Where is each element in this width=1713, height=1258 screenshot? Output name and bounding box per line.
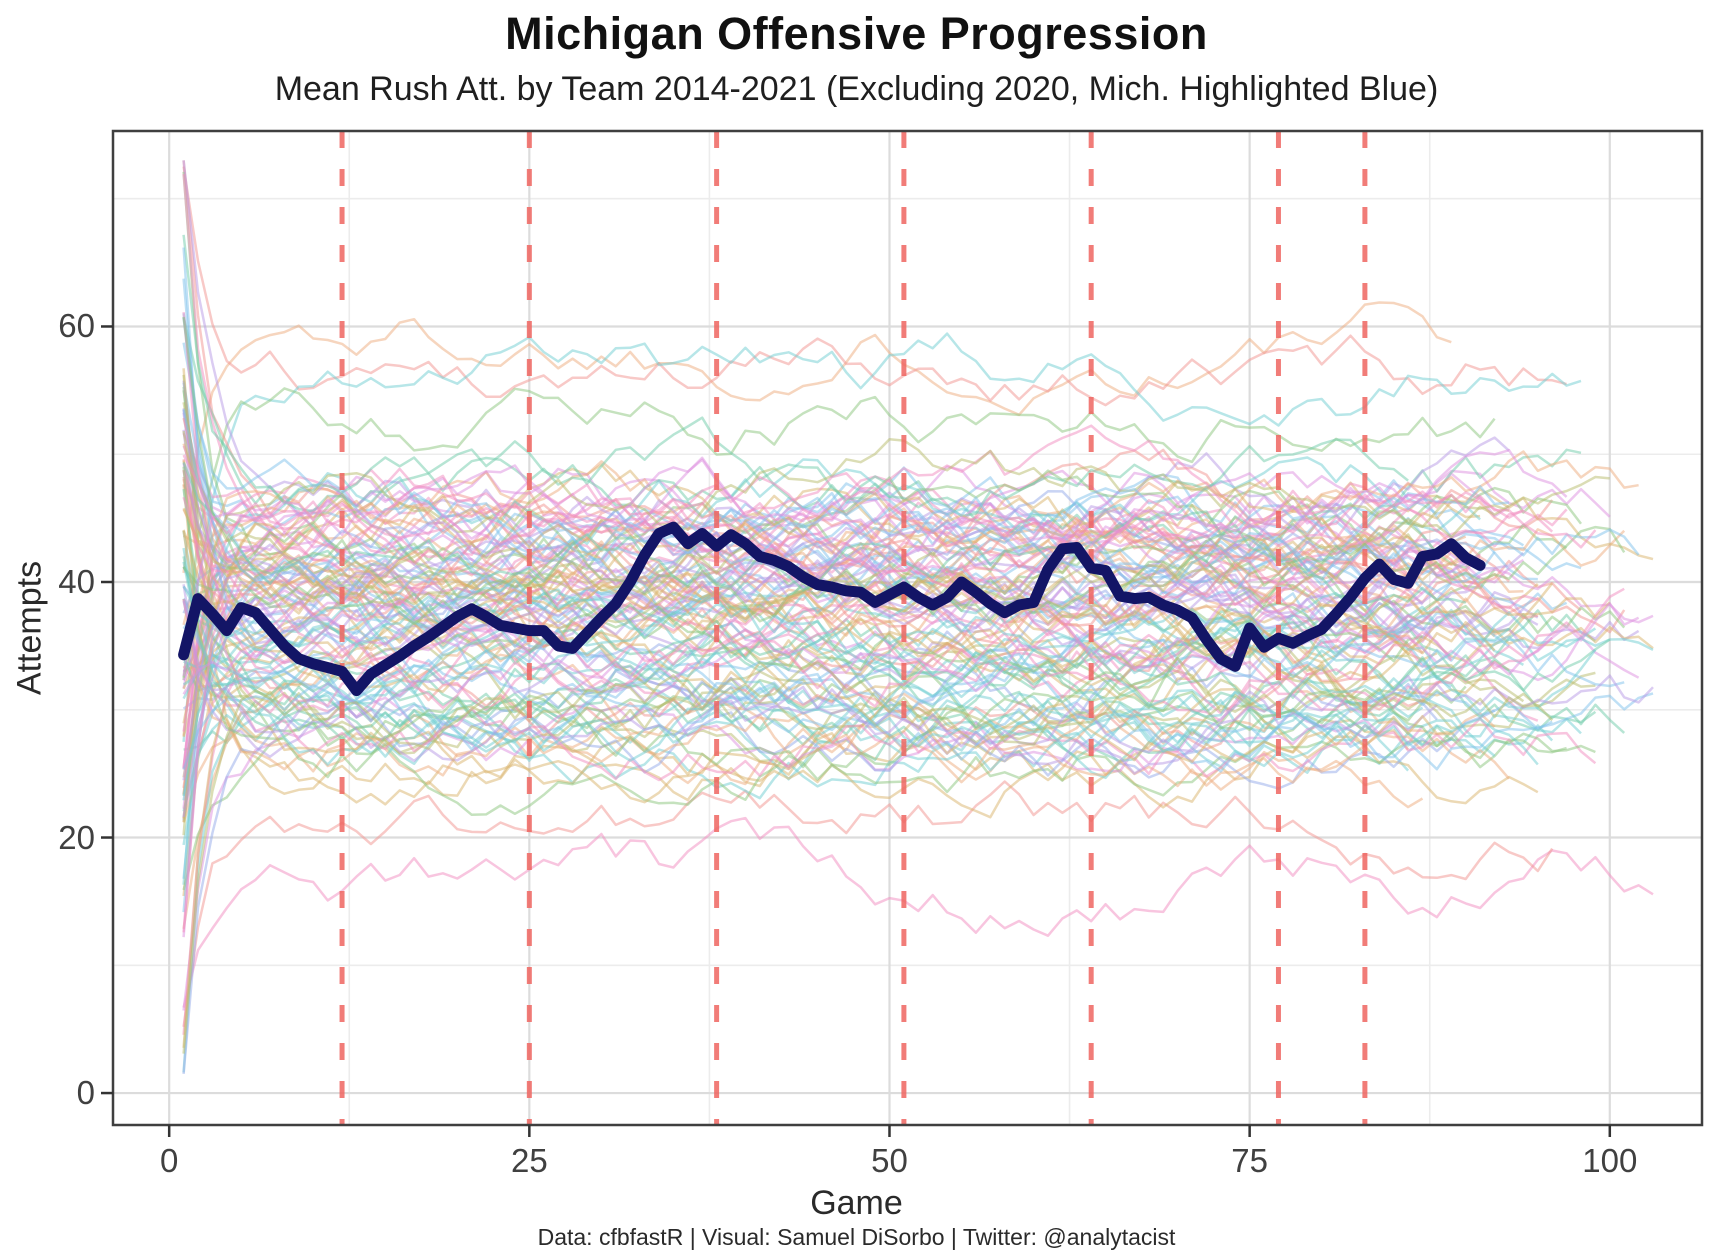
chart-subtitle: Mean Rush Att. by Team 2014-2021 (Exclud… [274,70,1439,108]
team-line [182,448,1568,677]
team-line [182,600,1654,754]
team-line [182,601,1640,695]
y-tick-label: 0 [76,1074,95,1112]
x-tick-label: 0 [159,1142,179,1179]
team-line [182,642,1654,773]
team-line [182,317,1409,635]
y-tick-label: 60 [58,307,95,345]
michigan-line [178,521,1486,697]
team-line [182,816,1654,1008]
team-line [182,387,1496,681]
chart-title: Michigan Offensive Progression [505,8,1208,59]
team-line [182,438,1510,836]
panel-border [111,129,1704,1127]
team-line [182,332,1582,743]
team-line [182,454,1597,555]
team-line [182,780,1554,1027]
team-line [182,576,1597,700]
team-line [182,577,1510,718]
x-axis-label: Game [810,1184,903,1222]
team-line [182,484,1539,819]
team-line [182,530,1452,804]
chart-caption: Data: cfbfastR | Visual: Samuel DiSorbo … [537,1224,1176,1250]
team-line [182,466,1596,779]
team-line [182,710,1424,929]
team-line [182,461,1466,605]
season-break-lines [339,131,1368,1125]
team-line [182,656,1597,763]
team-line [182,656,1554,1054]
team-line [182,408,1640,605]
team-line [182,598,1510,788]
x-tick-label: 50 [871,1142,908,1179]
team-line [182,607,1597,797]
y-tick-label: 20 [58,818,95,856]
x-tick-label: 100 [1582,1142,1638,1179]
team-line [182,301,1452,574]
x-tick-label: 25 [510,1142,548,1179]
axis-ticks [101,325,1612,1137]
team-line [182,166,1567,407]
background-team-lines [182,160,1654,1075]
x-tick-label: 75 [1231,1142,1268,1179]
team-line [182,501,1525,781]
team-line [182,547,1539,768]
team-line [182,456,1525,809]
team-line [182,480,1654,819]
team-line [182,546,1453,818]
team-line [182,722,1567,891]
team-line [182,474,1539,933]
y-tick-label: 40 [58,563,95,600]
